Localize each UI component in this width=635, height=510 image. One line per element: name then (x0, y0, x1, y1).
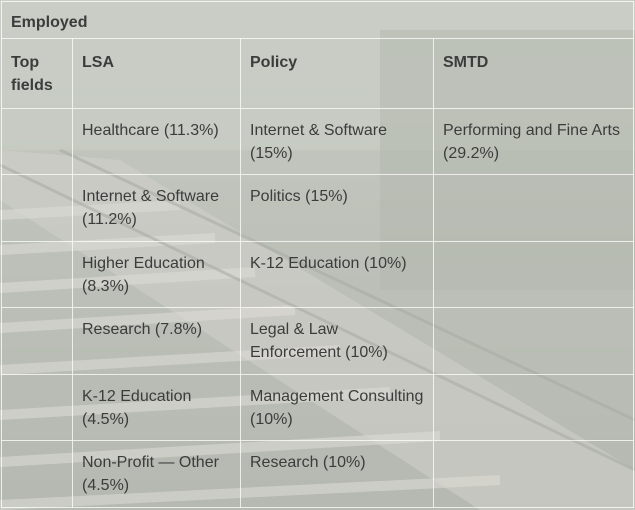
table-cell: Higher Education (8.3%) (72, 240, 241, 309)
table-cell: Internet & Software (11.2%) (72, 174, 241, 242)
table-title-row: Employed (0, 0, 635, 40)
table-cell: Healthcare (11.3%) (72, 107, 241, 176)
table-cell: Politics (15%) (240, 174, 434, 242)
table-cell (1, 107, 73, 176)
table-row: Research (7.8%) Legal & Law Enforcement … (1, 307, 635, 375)
table-cell: K-12 Education (10%) (240, 240, 434, 309)
table-cell (1, 373, 73, 442)
table-cell: Research (10%) (240, 440, 434, 508)
table-cell (1, 240, 73, 309)
column-header-lsa: LSA (72, 38, 241, 109)
table-cell (1, 174, 73, 242)
column-header-top-fields: Top fields (1, 38, 73, 109)
table-cell: Non-Profit — Other (4.5%) (72, 440, 241, 508)
table-cell (432, 440, 635, 508)
table-cell (1, 440, 73, 508)
table-cell: Performing and Fine Arts (29.2%) (432, 107, 635, 176)
table-cell: Management Consulting (10%) (240, 373, 434, 442)
table-row: Internet & Software (11.2%) Politics (15… (1, 174, 635, 242)
table-row: Higher Education (8.3%) K-12 Education (… (1, 240, 635, 309)
table-cell (432, 373, 635, 442)
table-cell (1, 307, 73, 375)
table-cell: Internet & Software (15%) (240, 107, 434, 176)
table-title: Employed (0, 0, 635, 40)
table-cell: Research (7.8%) (72, 307, 241, 375)
table-cell (432, 240, 635, 309)
table-cell: Legal & Law Enforcement (10%) (240, 307, 434, 375)
table-cell (432, 174, 635, 242)
table-row: K-12 Education (4.5%) Management Consult… (1, 373, 635, 442)
table-cell (432, 307, 635, 375)
table-cell: K-12 Education (4.5%) (72, 373, 241, 442)
table-row: Non-Profit — Other (4.5%) Research (10%) (1, 440, 635, 508)
column-header-policy: Policy (240, 38, 434, 109)
table-row: Healthcare (11.3%) Internet & Software (… (1, 107, 635, 176)
column-header-smtd: SMTD (432, 38, 635, 109)
table-header-row: Top fields LSA Policy SMTD (1, 38, 635, 109)
